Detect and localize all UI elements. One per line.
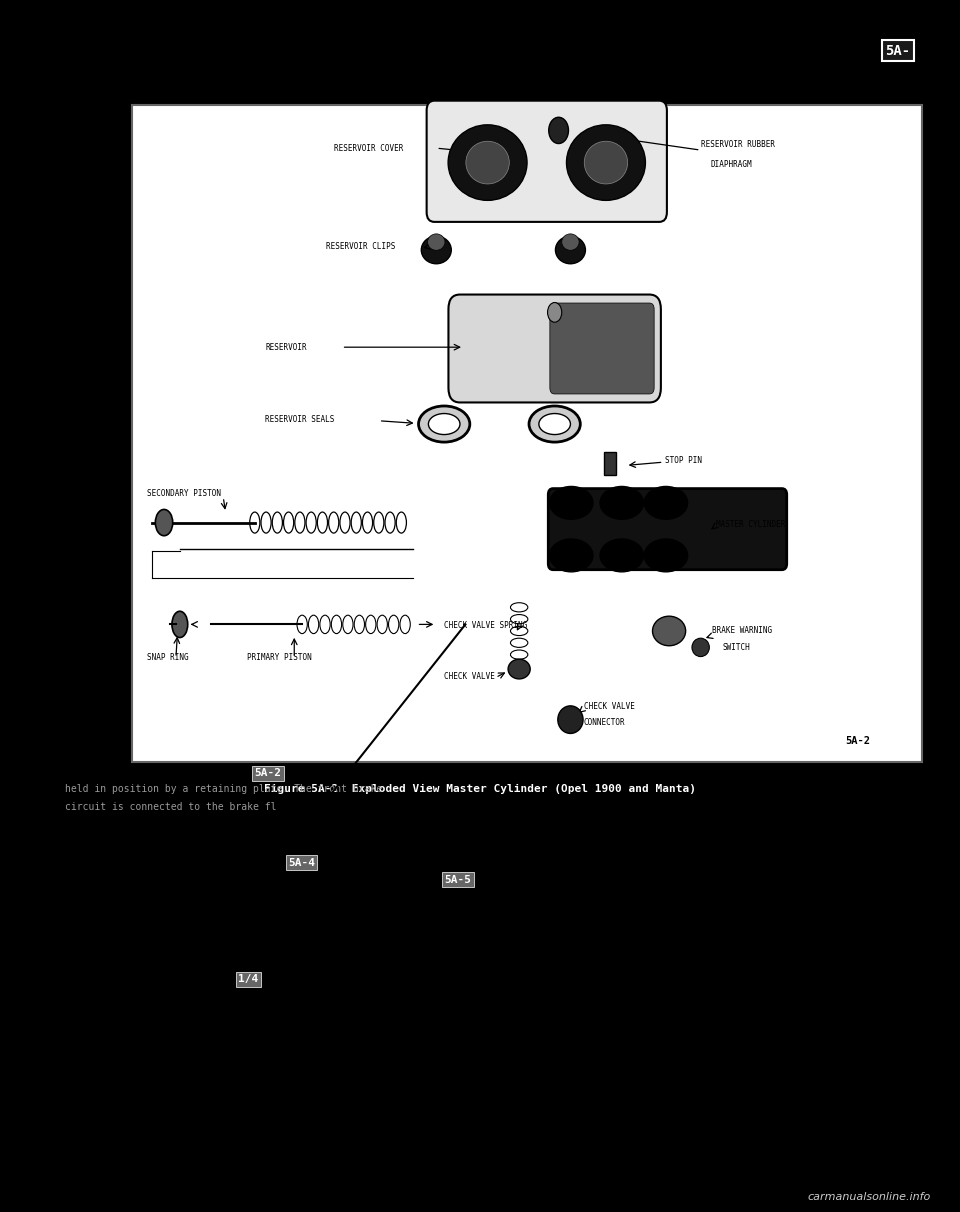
Text: CHECK VALVE SPRING: CHECK VALVE SPRING xyxy=(444,622,527,630)
FancyBboxPatch shape xyxy=(548,488,787,570)
Text: 1/4: 1/4 xyxy=(238,974,258,984)
Ellipse shape xyxy=(156,509,173,536)
Text: Figure 5A-2  Exploded View Master Cylinder (Opel 1900 and Manta): Figure 5A-2 Exploded View Master Cylinde… xyxy=(264,784,696,794)
Text: held in position by a retaining plate. The front brake: held in position by a retaining plate. T… xyxy=(65,784,382,794)
Ellipse shape xyxy=(556,236,586,264)
Text: STOP PIN: STOP PIN xyxy=(665,456,702,464)
Ellipse shape xyxy=(421,236,451,264)
Ellipse shape xyxy=(692,639,709,657)
Text: 5A-2: 5A-2 xyxy=(254,768,281,778)
Text: RESERVOIR: RESERVOIR xyxy=(265,343,306,351)
FancyBboxPatch shape xyxy=(550,303,654,394)
Ellipse shape xyxy=(428,413,460,435)
Ellipse shape xyxy=(466,142,510,184)
Ellipse shape xyxy=(172,611,188,638)
Ellipse shape xyxy=(562,234,579,251)
Ellipse shape xyxy=(600,486,643,519)
Ellipse shape xyxy=(653,616,685,646)
Text: PRIMARY PISTON: PRIMARY PISTON xyxy=(247,653,312,662)
Ellipse shape xyxy=(644,486,687,519)
Text: 5A-2: 5A-2 xyxy=(846,736,871,745)
Text: 5A-4: 5A-4 xyxy=(288,858,315,868)
Text: SWITCH: SWITCH xyxy=(723,642,751,652)
Text: CONNECTOR: CONNECTOR xyxy=(584,719,626,727)
Ellipse shape xyxy=(547,303,562,322)
Text: circuit is connected to the brake fl: circuit is connected to the brake fl xyxy=(65,802,276,812)
Ellipse shape xyxy=(549,539,593,572)
Text: DIAPHRAGM: DIAPHRAGM xyxy=(711,160,753,168)
Text: carmanualsonline.info: carmanualsonline.info xyxy=(808,1193,931,1202)
Text: SNAP RING: SNAP RING xyxy=(147,653,188,662)
Ellipse shape xyxy=(585,142,628,184)
Text: RESERVOIR COVER: RESERVOIR COVER xyxy=(334,144,403,153)
Ellipse shape xyxy=(644,539,687,572)
Ellipse shape xyxy=(558,705,583,733)
Ellipse shape xyxy=(508,659,530,679)
Text: CHECK VALVE: CHECK VALVE xyxy=(444,673,495,681)
Ellipse shape xyxy=(529,406,580,442)
Ellipse shape xyxy=(448,125,527,200)
Bar xyxy=(604,452,616,475)
Text: 5A-5: 5A-5 xyxy=(444,875,471,885)
Ellipse shape xyxy=(419,406,469,442)
Ellipse shape xyxy=(600,539,643,572)
Text: SECONDARY PISTON: SECONDARY PISTON xyxy=(147,488,221,497)
Ellipse shape xyxy=(549,118,568,143)
Ellipse shape xyxy=(539,413,570,435)
Text: RESERVOIR CLIPS: RESERVOIR CLIPS xyxy=(325,242,396,251)
Ellipse shape xyxy=(566,125,645,200)
Bar xyxy=(132,105,922,762)
Text: BRAKE WARNING: BRAKE WARNING xyxy=(712,627,773,635)
Ellipse shape xyxy=(427,234,445,251)
FancyBboxPatch shape xyxy=(448,295,660,402)
Text: MASTER CYLINDER: MASTER CYLINDER xyxy=(716,520,786,530)
Text: CHECK VALVE: CHECK VALVE xyxy=(584,702,635,711)
Text: RESERVOIR RUBBER: RESERVOIR RUBBER xyxy=(701,141,775,149)
Text: 5A-: 5A- xyxy=(885,44,910,58)
Ellipse shape xyxy=(549,486,593,519)
Text: RESERVOIR SEALS: RESERVOIR SEALS xyxy=(265,415,334,424)
FancyBboxPatch shape xyxy=(426,101,667,222)
